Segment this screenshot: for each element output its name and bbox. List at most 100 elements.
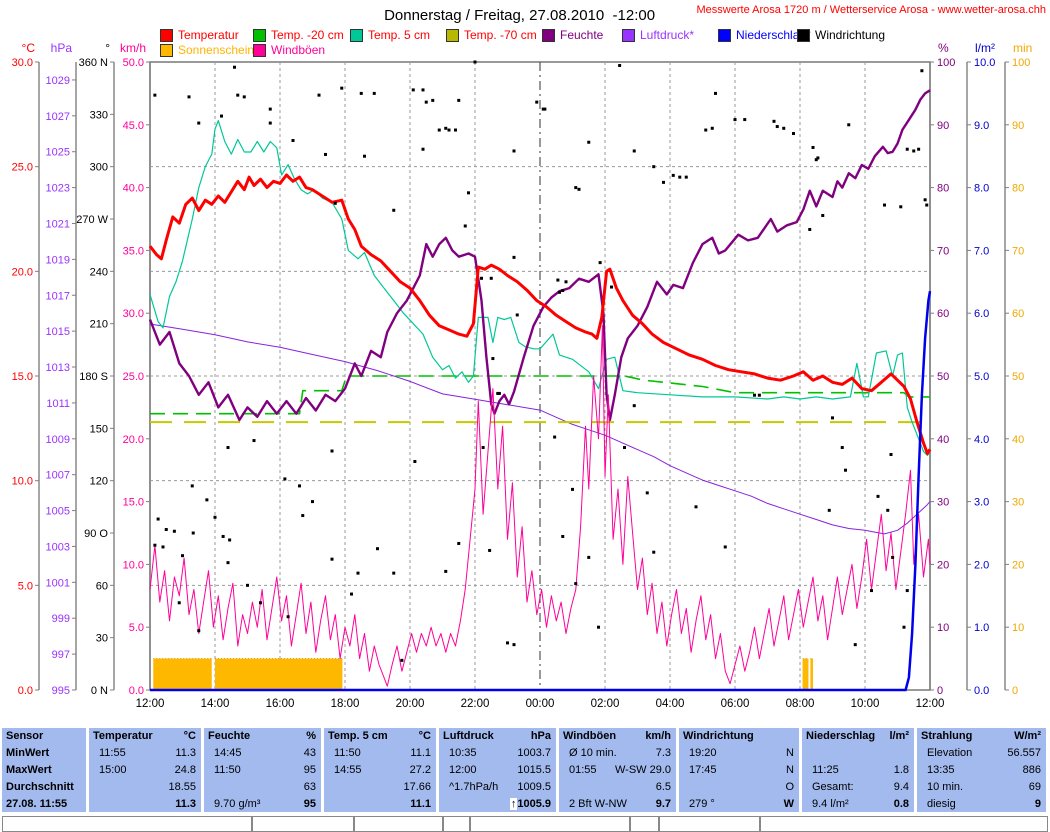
legend-item-luftdruck-[interactable]: Luftdruck*: [622, 28, 694, 42]
table-cell: Gesamt: 9.4: [802, 778, 914, 795]
wind-direction-dot: [671, 173, 675, 177]
table-header-unit: W/m²: [1014, 730, 1041, 743]
axis-tick-label: 0: [937, 685, 943, 697]
table-cell-time: 11:50: [334, 747, 361, 760]
legend-swatch-icon: [160, 43, 173, 57]
wind-direction-dot: [512, 255, 516, 259]
wind-direction-dot: [574, 582, 578, 586]
axis-tick-label: 12:00: [136, 698, 165, 710]
wind-direction-dot: [733, 118, 737, 122]
table-cell-value: 886: [1022, 763, 1041, 776]
legend-item-feuchte[interactable]: Feuchte: [542, 28, 603, 42]
series-temp_minus20: [150, 375, 930, 415]
wind-direction-dot: [831, 416, 834, 420]
axis-tick-label: 50.0: [123, 57, 144, 69]
table-cell-time: 14:45: [214, 747, 242, 760]
table-cell-value: 43: [303, 747, 316, 760]
axis-tick-label: 10.0: [12, 476, 33, 488]
axis-tick-label: 70: [1012, 245, 1024, 257]
axis-tick-label: 1011: [46, 398, 70, 410]
table-column-feuchte: Feuchte% 14:45 43 11:50 95 63 9.70 g/m³ 95: [204, 728, 321, 812]
wind-direction-dot: [197, 121, 201, 125]
wind-direction-dot: [598, 261, 602, 265]
axis-tick-label: 1001: [46, 577, 70, 589]
axis-tick-label: 15.0: [12, 371, 33, 383]
wind-direction-dot: [463, 224, 467, 228]
table-cell-value: W: [783, 797, 794, 810]
wind-direction-dot: [535, 100, 539, 104]
wind-direction-dot: [925, 203, 929, 207]
axis-tick-label: 50: [1012, 371, 1024, 383]
wind-direction-dot: [161, 545, 165, 549]
wind-direction-dot: [678, 175, 682, 179]
axis-tick-label: 90 O: [84, 528, 108, 540]
wind-direction-dot: [205, 498, 209, 502]
wind-direction-dot: [587, 140, 591, 144]
axis-tick-label: 1017: [46, 290, 70, 302]
wind-direction-dot: [694, 505, 698, 509]
wind-direction-dot: [808, 227, 812, 231]
axis-tick-label: 20.0: [12, 266, 33, 278]
axis-tick-label: 180 S: [79, 371, 108, 383]
wind-direction-dot: [473, 60, 477, 64]
wind-direction-dot: [359, 91, 363, 95]
legend-item-temp-20-cm[interactable]: Temp. -20 cm: [253, 28, 344, 42]
table-cell-time: 17:45: [689, 763, 717, 776]
legend-item-sonnenschein[interactable]: Sonnenschein: [160, 43, 254, 57]
series-niederschlag: [150, 290, 932, 692]
statusbar-panel: [470, 816, 630, 832]
legend-label: Temp. -70 cm: [464, 28, 537, 42]
axis-tick-label: 1005: [46, 506, 70, 518]
sunshine-bar: [153, 658, 212, 690]
axis-tick-label: 240: [90, 266, 108, 278]
wind-direction-dot: [920, 69, 924, 73]
legend-item-temp-70-cm[interactable]: Temp. -70 cm: [446, 28, 537, 42]
table-cell: 17:45 N: [679, 762, 799, 779]
wind-direction-dot: [246, 583, 249, 587]
legend-item-windrichtung[interactable]: Windrichtung: [797, 28, 885, 42]
table-cell: 15:00 24.8: [89, 762, 201, 779]
statusbar-panel: [630, 816, 659, 832]
table-cell-value: 95: [303, 797, 316, 810]
axis-tick-label: 60: [96, 580, 108, 592]
wind-direction-dot: [816, 156, 820, 160]
table-cell-time: 10:35: [449, 747, 477, 760]
wind-direction-dot: [333, 201, 337, 205]
table-cell-value: 27.2: [409, 763, 431, 776]
legend-item-temp-5-cm[interactable]: Temp. 5 cm: [350, 28, 430, 42]
table-cell-value: 11.3: [175, 747, 196, 760]
table-cell-time: 12:00: [449, 763, 477, 776]
table-cell: 13:35 886: [917, 762, 1046, 779]
table-header-unit: hPa: [530, 730, 551, 743]
wind-direction-dot: [350, 592, 353, 596]
legend-item-windb-en[interactable]: Windböen: [253, 43, 325, 57]
wind-direction-dot: [226, 561, 230, 565]
wind-direction-dot: [782, 126, 786, 130]
wind-direction-dot: [317, 93, 321, 97]
table-cell-time: 19:20: [689, 747, 717, 760]
axis-tick-label: 1023: [46, 183, 70, 195]
table-cell: 14:45 43: [204, 745, 321, 762]
trend-up-icon: ↑: [509, 797, 518, 810]
statusbar-panel: [443, 816, 470, 832]
wind-direction-dot: [512, 643, 516, 647]
axis-tick-label: 22:00: [461, 698, 490, 710]
legend-item-temperatur[interactable]: Temperatur: [160, 28, 239, 42]
wind-direction-dot: [512, 149, 516, 153]
axis-tick-label: 15.0: [123, 497, 144, 509]
table-header-name: Temp. 5 cm: [328, 730, 388, 743]
axis-tick-label: 12:00: [916, 698, 945, 710]
axis-tick-label: 1021: [46, 218, 70, 230]
table-row-label: MinWert: [6, 747, 50, 760]
table-cell: 17.66: [324, 778, 436, 795]
wind-direction-dot: [259, 601, 262, 605]
wind-direction-dot: [181, 554, 184, 558]
legend-item-niederschlag-[interactable]: Niederschlag*: [718, 28, 811, 42]
table-cell-value: W-SW 29.0: [614, 763, 671, 776]
table-header-unit: l/m²: [889, 730, 909, 743]
table-cell: O: [679, 778, 799, 795]
table-cell: 2 Bft W-NW 9.7: [559, 795, 676, 812]
legend-label: Niederschlag*: [736, 28, 811, 42]
axis-tick-label: 995: [52, 685, 70, 697]
table-cell-value: 1003.7: [517, 747, 551, 760]
